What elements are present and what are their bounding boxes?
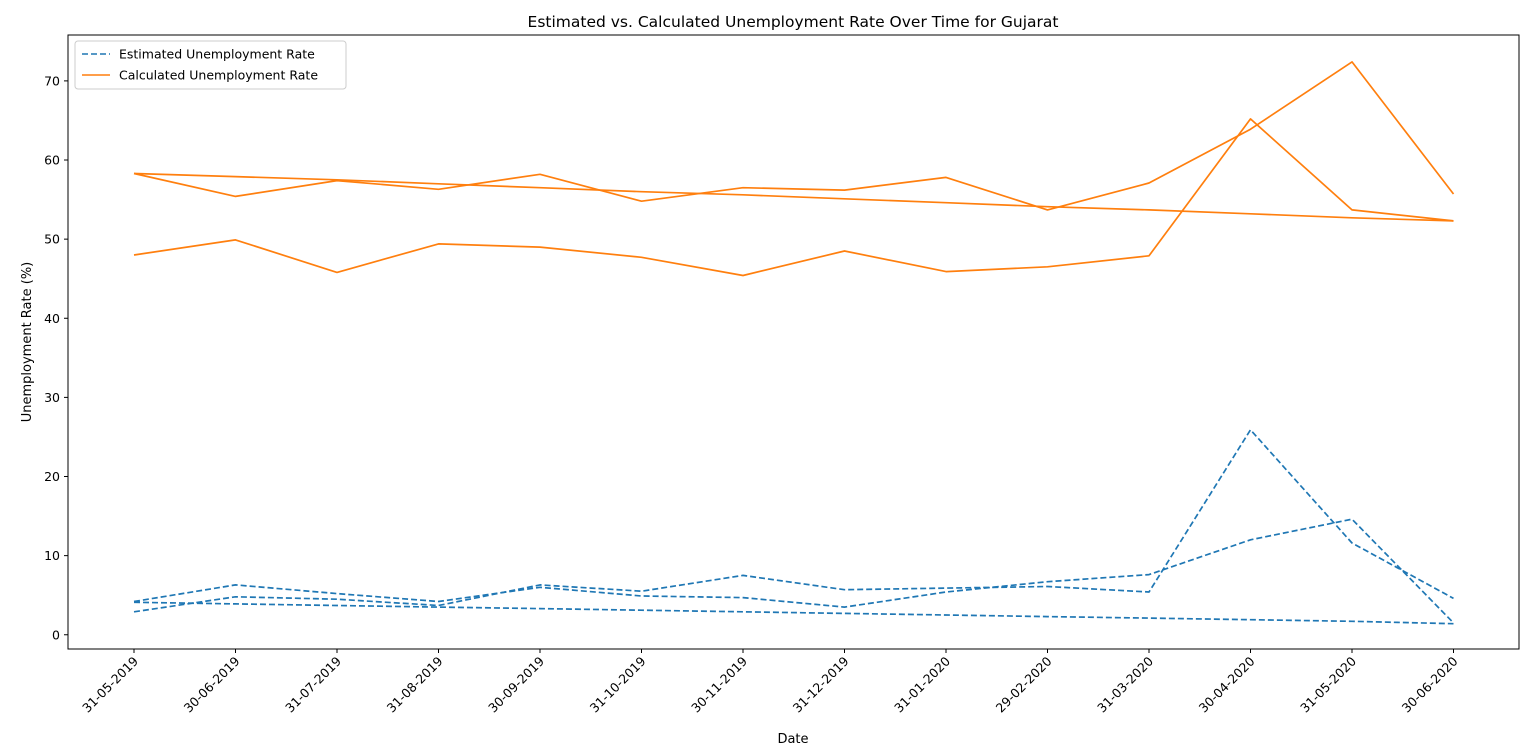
x-tick-label: 31-12-2019 <box>790 653 852 715</box>
y-tick-label: 60 <box>44 153 60 168</box>
estimated-series-line-1 <box>133 428 1454 613</box>
y-tick-label: 10 <box>44 548 60 563</box>
chart-title: Estimated vs. Calculated Unemployment Ra… <box>528 13 1059 31</box>
estimated-series-line-2 <box>133 518 1455 624</box>
x-tick-label: 31-03-2020 <box>1094 653 1156 715</box>
y-tick-label: 40 <box>44 311 60 326</box>
x-axis-label: Date <box>777 732 808 747</box>
estimated-series-line-3 <box>133 601 1454 625</box>
x-tick-label: 30-09-2019 <box>485 653 547 715</box>
calculated-series-line-1 <box>133 118 1454 277</box>
y-tick-label: 20 <box>44 469 60 484</box>
x-tick-label: 31-08-2019 <box>384 653 446 715</box>
x-axis: 31-05-2019 30-06-2019 31-07-2019 31-08-2019… <box>79 649 1461 715</box>
x-tick-label: 30-06-2019 <box>181 653 243 715</box>
x-tick-label: 31-05-2020 <box>1297 653 1359 715</box>
x-tick-label: 31-05-2019 <box>79 653 141 715</box>
calculated-series-line-3 <box>133 172 1454 222</box>
y-tick-label: 30 <box>44 390 60 405</box>
x-tick-label: 30-04-2020 <box>1196 653 1258 715</box>
y-tick-label: 50 <box>44 232 60 247</box>
series-layer <box>133 61 1455 625</box>
y-axis: 0 10 20 30 40 50 60 70 <box>44 73 68 642</box>
legend-box <box>74 40 347 90</box>
x-tick-label: 30-06-2020 <box>1399 653 1461 715</box>
y-axis-label: Unemployment Rate (%) <box>20 262 35 423</box>
y-tick-label: 0 <box>52 627 60 642</box>
legend-label-estimated: Estimated Unemployment Rate <box>119 47 315 62</box>
x-tick-label: 31-01-2020 <box>891 653 953 715</box>
calculated-series-line-2 <box>133 61 1455 211</box>
legend-label-calculated: Calculated Unemployment Rate <box>119 68 318 83</box>
x-tick-label: 30-11-2019 <box>688 653 750 715</box>
x-tick-label: 31-07-2019 <box>282 653 344 715</box>
legend: Estimated Unemployment Rate Calculated U… <box>74 40 347 90</box>
x-tick-label: 31-10-2019 <box>587 653 649 715</box>
plot-area <box>67 34 1520 650</box>
x-tick-label: 29-02-2020 <box>993 653 1055 715</box>
y-tick-label: 70 <box>44 73 60 88</box>
